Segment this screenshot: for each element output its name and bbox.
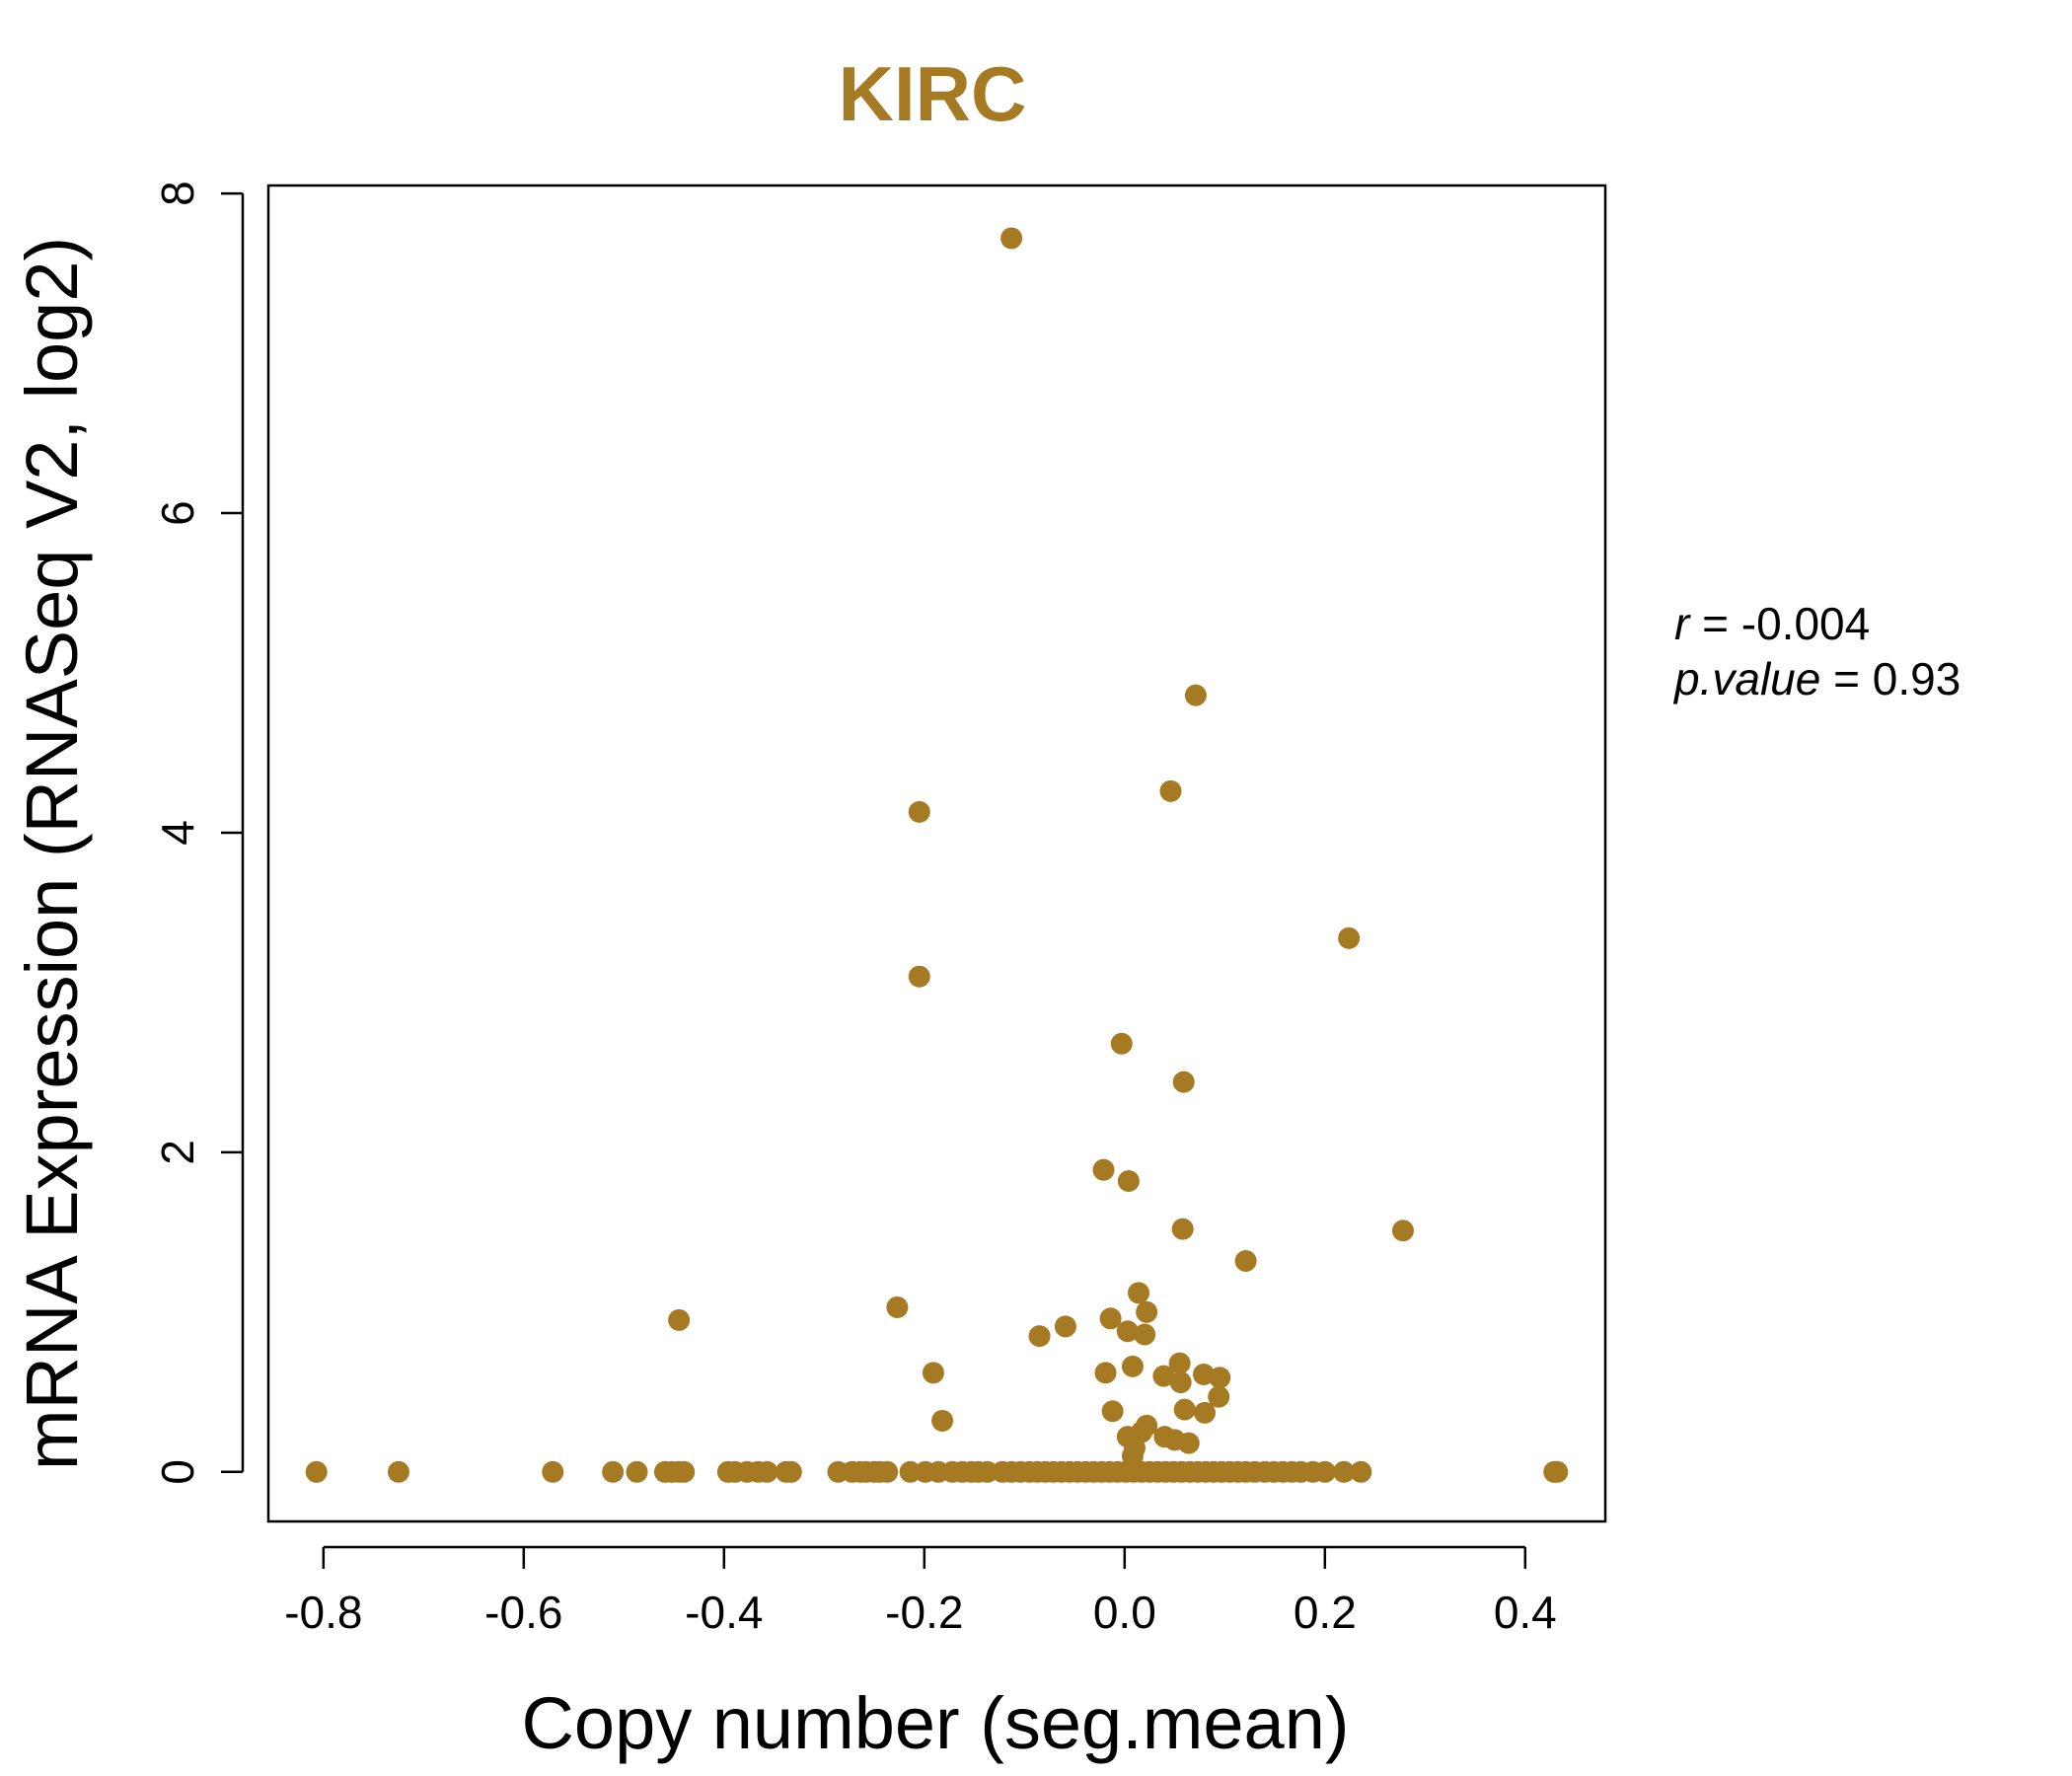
data-point — [1110, 1032, 1133, 1055]
data-point — [876, 1460, 899, 1483]
data-point — [1194, 1401, 1217, 1424]
data-point — [387, 1460, 409, 1483]
data-point — [1177, 1432, 1200, 1454]
data-point — [1234, 1250, 1257, 1273]
points-layer — [305, 227, 1569, 1483]
x-tick-label: -0.4 — [685, 1587, 763, 1638]
data-point — [1128, 1282, 1150, 1304]
correlation-annotation: r = -0.004 — [1674, 598, 1870, 649]
data-point — [1121, 1355, 1144, 1377]
x-axis-title: Copy number (seg.mean) — [521, 1682, 1349, 1764]
data-point — [779, 1460, 802, 1483]
data-point — [1116, 1320, 1139, 1343]
data-point — [922, 1362, 944, 1384]
data-point — [542, 1460, 564, 1483]
y-tick-label: 8 — [152, 181, 203, 206]
data-point — [626, 1460, 648, 1483]
data-point — [1391, 1220, 1414, 1242]
data-point — [1209, 1367, 1231, 1389]
data-point — [1028, 1325, 1051, 1348]
data-point — [1173, 1398, 1196, 1421]
data-point — [1092, 1158, 1115, 1181]
x-tick-label: 0.0 — [1093, 1587, 1156, 1638]
data-point — [305, 1460, 328, 1483]
p-value: 0.93 — [1873, 653, 1961, 704]
data-point — [908, 965, 930, 988]
data-point — [1172, 1071, 1195, 1093]
data-point — [1208, 1385, 1230, 1408]
data-point — [899, 1460, 922, 1483]
data-point — [1169, 1371, 1192, 1394]
data-point — [1101, 1400, 1124, 1423]
data-point — [1136, 1300, 1158, 1323]
x-axis: -0.8 -0.6 -0.4 -0.2 0.0 0.2 0.4 — [284, 1545, 1557, 1638]
data-point — [1159, 779, 1182, 802]
data-point — [1338, 926, 1361, 949]
data-point — [1184, 684, 1207, 706]
data-point — [886, 1295, 909, 1318]
data-point — [1094, 1362, 1117, 1384]
data-point — [602, 1460, 625, 1483]
r-equals: = — [1702, 598, 1741, 649]
r-value: -0.004 — [1741, 598, 1870, 649]
data-point — [931, 1409, 954, 1432]
x-tick-label: 0.4 — [1494, 1587, 1557, 1638]
y-tick-label: 0 — [152, 1459, 203, 1485]
data-point — [908, 800, 930, 823]
data-point — [1134, 1323, 1156, 1346]
data-point — [976, 1460, 999, 1483]
y-tick-label: 6 — [152, 500, 203, 526]
r-label: r — [1674, 598, 1691, 649]
y-tick-label: 2 — [152, 1140, 203, 1165]
data-point — [1054, 1315, 1076, 1338]
plot-frame — [266, 184, 1607, 1523]
data-point — [1313, 1460, 1336, 1483]
x-tick-label: -0.8 — [284, 1587, 362, 1638]
y-axis-title: mRNA Expression (RNASeq V2, log2) — [11, 237, 93, 1470]
p-equals: = — [1833, 653, 1873, 704]
y-tick-label: 4 — [152, 820, 203, 846]
data-point — [673, 1460, 696, 1483]
data-point — [1152, 1365, 1175, 1387]
data-point — [756, 1460, 778, 1483]
y-axis: 0 2 4 6 8 — [152, 181, 245, 1485]
pvalue-annotation: p.value = 0.93 — [1672, 653, 1961, 704]
p-label: p.value — [1672, 653, 1820, 704]
x-tick-label: 0.2 — [1294, 1587, 1357, 1638]
data-point — [668, 1308, 691, 1331]
data-point — [1546, 1460, 1569, 1483]
data-point — [1000, 227, 1023, 250]
x-tick-label: -0.6 — [484, 1587, 562, 1638]
data-point — [1168, 1352, 1191, 1374]
data-point — [1099, 1307, 1122, 1330]
data-point — [1350, 1460, 1372, 1483]
data-point — [1117, 1170, 1140, 1193]
chart-title: KIRC — [839, 50, 1027, 137]
data-point — [1333, 1460, 1356, 1483]
x-tick-label: -0.2 — [885, 1587, 963, 1638]
data-point — [1171, 1218, 1194, 1240]
